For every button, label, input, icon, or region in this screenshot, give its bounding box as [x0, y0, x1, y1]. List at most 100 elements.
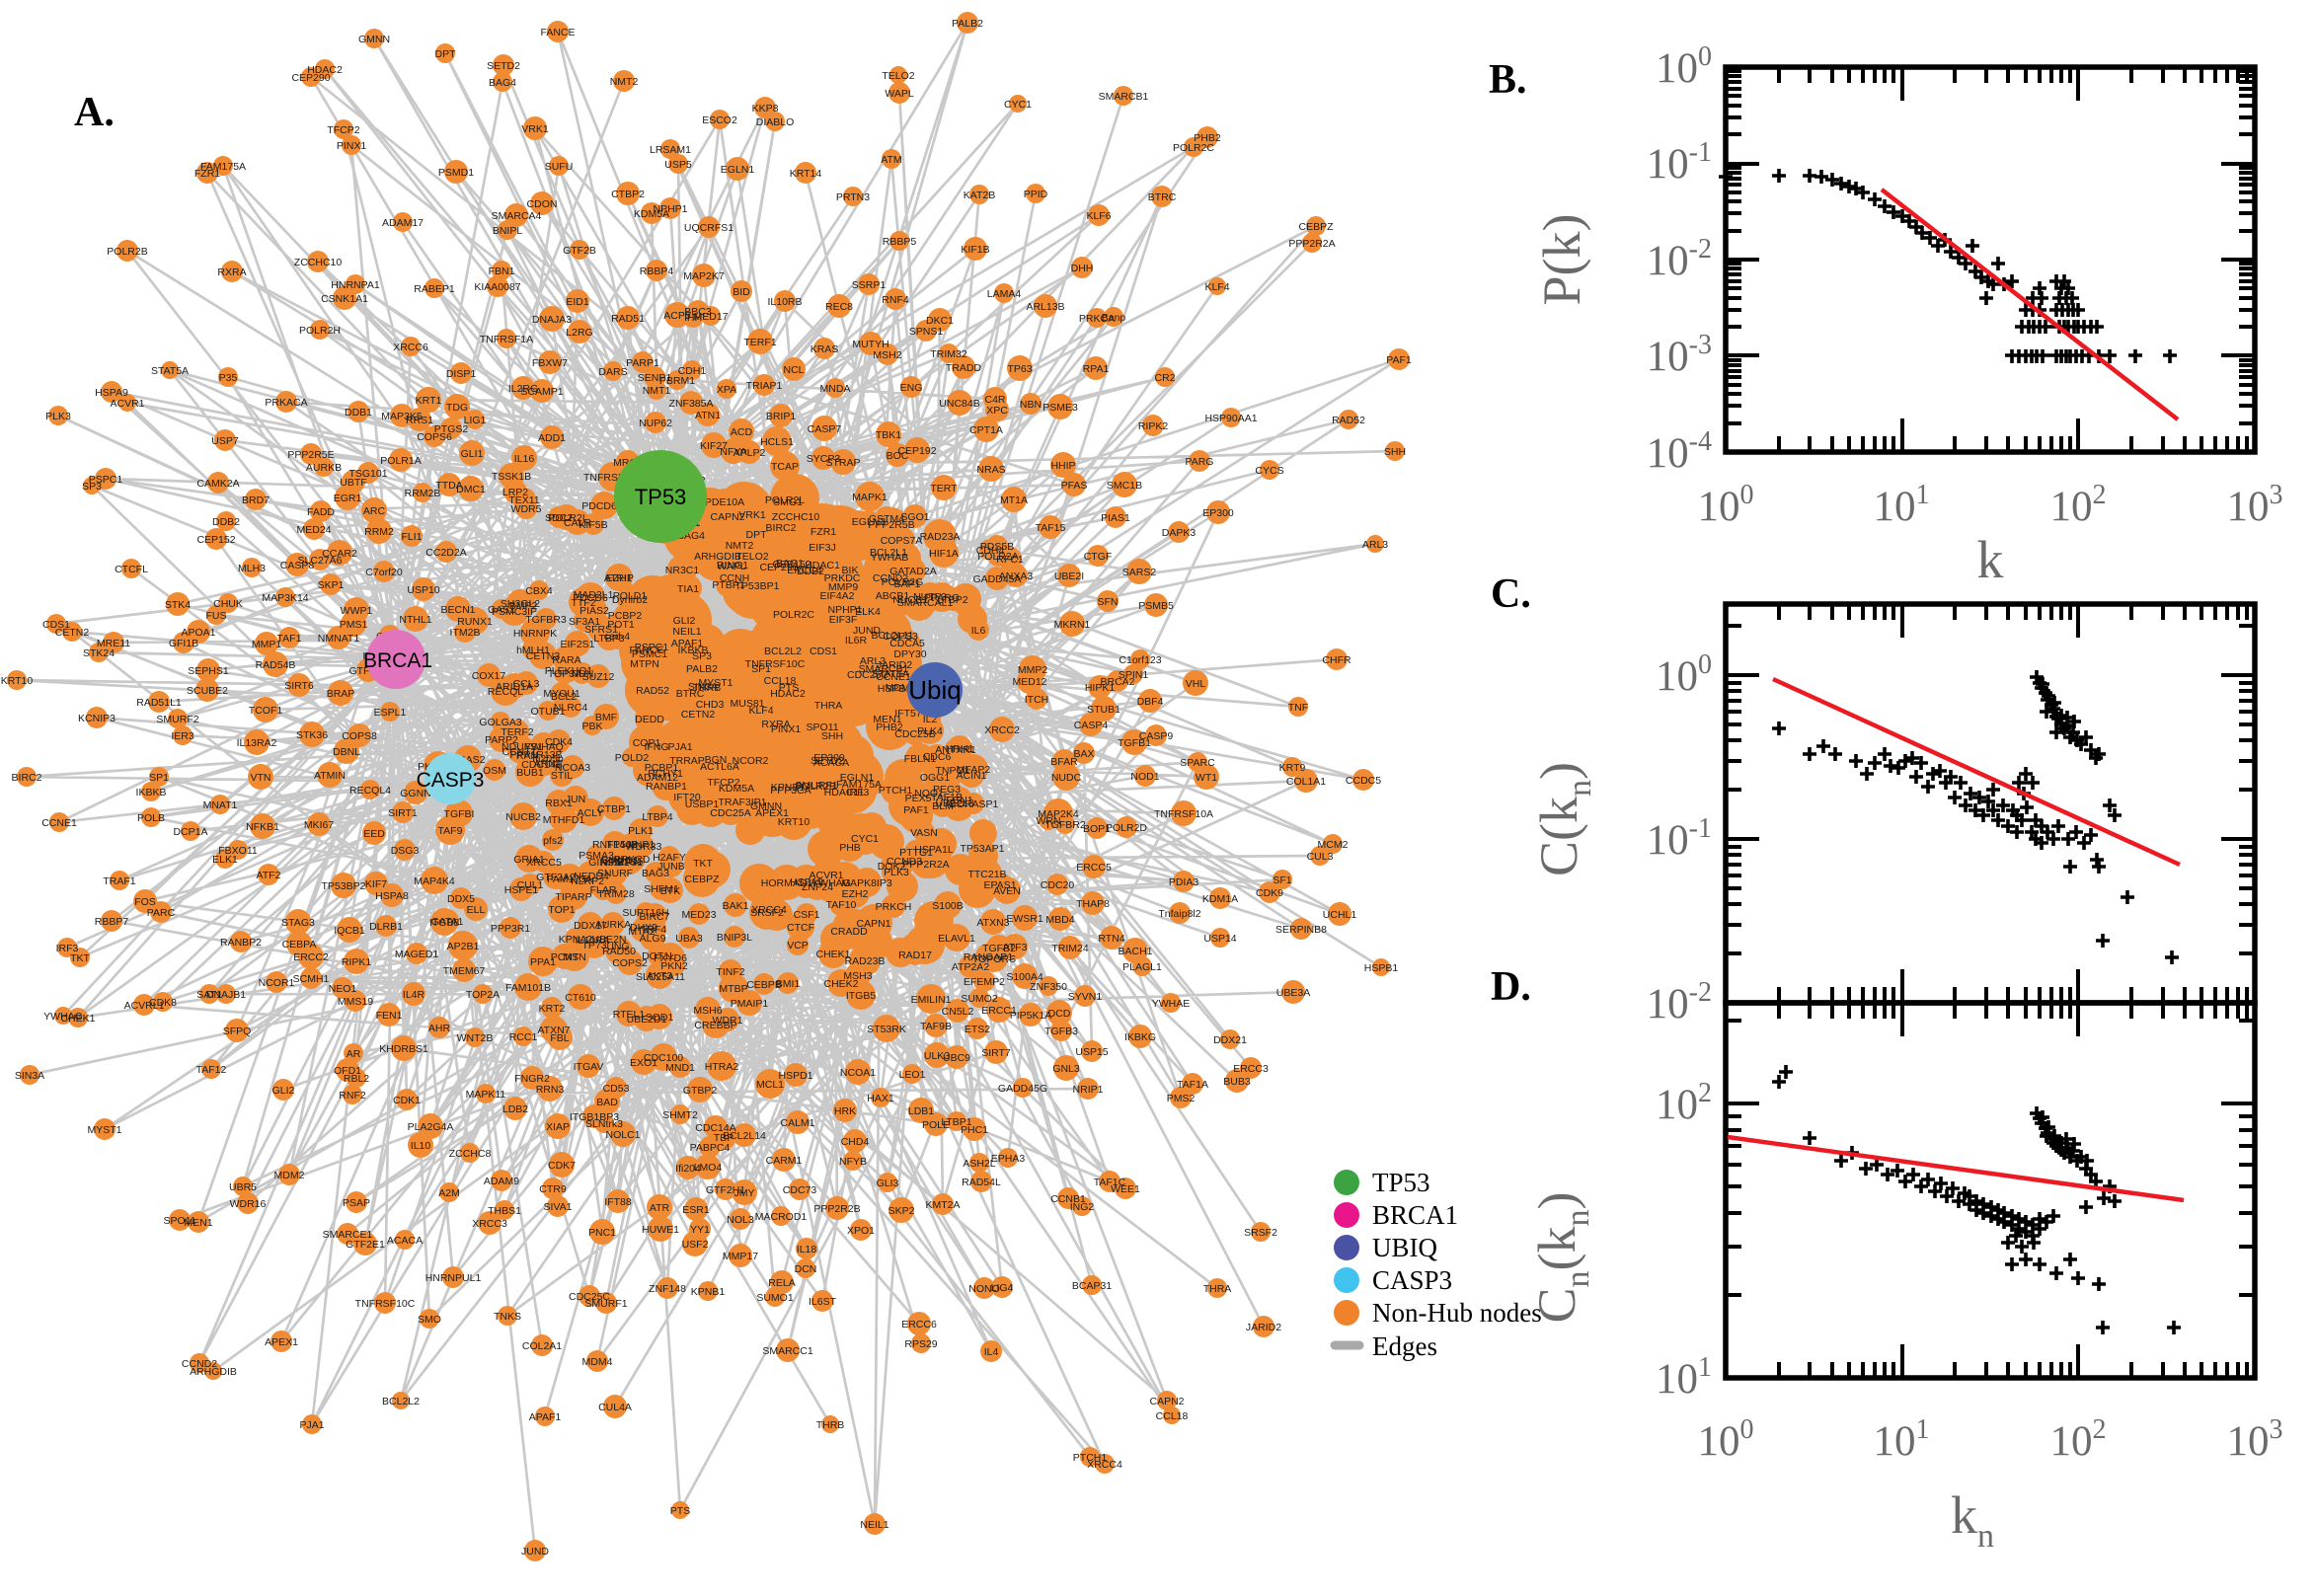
svg-text:TAF12: TAF12 [196, 1064, 227, 1076]
svg-text:FZR1: FZR1 [811, 526, 836, 538]
svg-text:BCL2L2: BCL2L2 [764, 646, 802, 657]
svg-text:POLD2: POLD2 [615, 752, 650, 764]
svg-text:POLR2B: POLR2B [107, 246, 147, 258]
svg-text:Ubiq: Ubiq [908, 675, 961, 705]
svg-text:TNKS: TNKS [494, 1311, 521, 1323]
svg-text:ZNF148: ZNF148 [649, 1283, 686, 1295]
svg-text:SUFU: SUFU [545, 161, 574, 173]
svg-text:PSAP: PSAP [343, 1197, 370, 1209]
svg-text:PMAIP1: PMAIP1 [731, 998, 769, 1010]
svg-text:EIF3J: EIF3J [809, 542, 835, 554]
svg-text:BGN: BGN [705, 754, 728, 766]
svg-text:EID1: EID1 [566, 296, 589, 308]
svg-text:PDE10A: PDE10A [705, 496, 744, 508]
svg-text:TAF1B: TAF1B [931, 792, 963, 803]
svg-text:HIF1A: HIF1A [929, 548, 959, 560]
svg-text:PPP2R5E: PPP2R5E [287, 449, 334, 461]
svg-text:IRF3: IRF3 [847, 787, 870, 798]
svg-text:ZCCHC10: ZCCHC10 [294, 257, 343, 268]
svg-text:Tnfaip8l2: Tnfaip8l2 [1158, 908, 1200, 920]
svg-text:ELL: ELL [467, 904, 486, 916]
svg-text:SSRP1: SSRP1 [852, 279, 887, 291]
svg-text:BAG4: BAG4 [489, 77, 516, 89]
svg-text:BRCA1: BRCA1 [363, 649, 432, 672]
svg-text:VTN: VTN [251, 772, 271, 784]
svg-text:KDM5A: KDM5A [634, 208, 669, 220]
svg-text:UBR5: UBR5 [229, 1181, 257, 1193]
svg-text:THRA: THRA [814, 700, 843, 712]
svg-text:ATF2: ATF2 [257, 870, 281, 881]
svg-text:KIF7: KIF7 [365, 878, 387, 890]
svg-text:BTRC: BTRC [1148, 191, 1177, 203]
svg-text:HSPB1: HSPB1 [1364, 962, 1399, 974]
svg-text:CDC73: CDC73 [783, 1184, 817, 1196]
svg-text:SCMH1: SCMH1 [293, 973, 330, 985]
svg-text:STAT5A: STAT5A [872, 668, 909, 680]
svg-text:MUS81: MUS81 [730, 698, 764, 710]
svg-text:NPHP1: NPHP1 [827, 604, 862, 616]
svg-text:CUL4A: CUL4A [598, 1402, 632, 1413]
svg-text:TP53BP2: TP53BP2 [322, 880, 366, 892]
svg-text:NCL: NCL [783, 364, 804, 376]
svg-text:BRD7: BRD7 [242, 494, 270, 506]
svg-text:CHEK1: CHEK1 [60, 1013, 95, 1025]
svg-text:IL10RB: IL10RB [767, 296, 802, 308]
svg-text:TDG: TDG [446, 402, 468, 414]
svg-text:PARG: PARG [1186, 456, 1214, 468]
svg-text:NOLC1: NOLC1 [605, 1129, 640, 1141]
svg-text:ACVR1: ACVR1 [110, 398, 144, 410]
svg-text:FBXO11: FBXO11 [218, 845, 258, 857]
svg-text:MMP9: MMP9 [828, 581, 858, 593]
svg-text:USF2: USF2 [682, 1239, 709, 1251]
svg-text:BNIP3L: BNIP3L [717, 932, 752, 944]
svg-text:CDK1: CDK1 [393, 1095, 421, 1106]
svg-text:PSME3: PSME3 [1042, 402, 1078, 414]
svg-text:SUMO1: SUMO1 [756, 1292, 794, 1304]
svg-text:FBN1: FBN1 [489, 266, 515, 277]
svg-text:SIRT7: SIRT7 [981, 1047, 1011, 1059]
svg-text:TGFBI: TGFBI [444, 808, 475, 820]
svg-text:AURKA: AURKA [595, 919, 631, 931]
svg-text:FEN1: FEN1 [376, 1010, 403, 1022]
svg-text:TERT: TERT [930, 483, 958, 494]
svg-text:DSG3: DSG3 [391, 845, 420, 857]
svg-text:CDK9: CDK9 [1256, 887, 1283, 899]
svg-text:DCD: DCD [1048, 1008, 1071, 1020]
svg-text:CHD4: CHD4 [841, 1136, 870, 1148]
svg-text:RELA: RELA [768, 1277, 795, 1289]
svg-text:PDIA3: PDIA3 [1169, 876, 1199, 888]
svg-text:KRAS: KRAS [811, 343, 839, 355]
svg-text:BACH1: BACH1 [1118, 946, 1152, 957]
svg-text:CEP290: CEP290 [759, 562, 798, 573]
svg-text:HSPA9: HSPA9 [790, 876, 823, 888]
svg-text:USP10: USP10 [407, 584, 439, 596]
svg-text:CHFR: CHFR [1322, 654, 1351, 666]
svg-text:SETD2: SETD2 [487, 60, 520, 72]
svg-text:SUMO2: SUMO2 [961, 993, 998, 1005]
svg-text:BAX: BAX [1073, 748, 1094, 760]
svg-text:DPY30: DPY30 [893, 648, 926, 660]
svg-text:FXYD6: FXYD6 [654, 952, 687, 964]
svg-text:CEP152: CEP152 [196, 534, 235, 546]
svg-text:TAF1C: TAF1C [1094, 1177, 1126, 1188]
svg-text:CTGF: CTGF [1084, 551, 1113, 563]
svg-text:BRAP: BRAP [327, 688, 355, 700]
svg-text:RBBP7: RBBP7 [95, 916, 129, 928]
svg-text:TSSK1B: TSSK1B [492, 471, 531, 483]
svg-text:TP53: TP53 [635, 485, 687, 509]
svg-text:PRKCH: PRKCH [876, 901, 912, 913]
svg-text:VASN: VASN [910, 827, 938, 839]
svg-text:BAP1: BAP1 [894, 578, 921, 590]
svg-text:BRIP1: BRIP1 [766, 411, 797, 422]
svg-text:SLC25A11: SLC25A11 [636, 971, 685, 983]
svg-text:CETN2: CETN2 [55, 627, 90, 639]
svg-text:IL16: IL16 [514, 453, 535, 465]
svg-text:TOPORS: TOPORS [972, 953, 1016, 965]
svg-text:CYCS: CYCS [1255, 465, 1283, 477]
svg-text:PARC: PARC [147, 907, 176, 919]
svg-text:LMO4: LMO4 [694, 1162, 723, 1174]
svg-text:BMI1: BMI1 [776, 978, 801, 990]
svg-text:RXRA: RXRA [761, 719, 790, 730]
svg-text:STAT5A: STAT5A [151, 365, 189, 377]
svg-text:PJA1: PJA1 [667, 741, 692, 753]
